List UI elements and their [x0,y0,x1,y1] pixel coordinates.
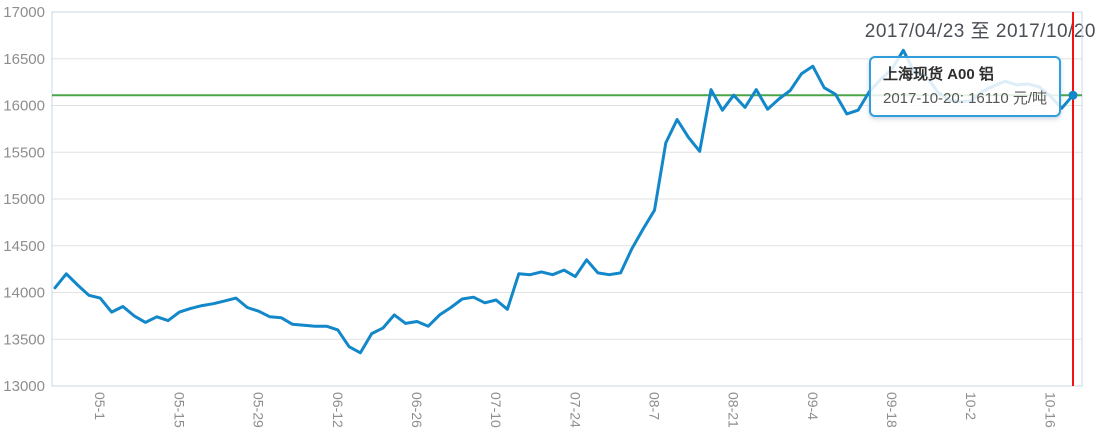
y-axis-tick-label: 16500 [3,51,45,68]
x-axis-tick-label: 10-2 [963,392,979,420]
last-point-dot[interactable] [1068,90,1078,100]
y-axis-tick-label: 17000 [3,4,45,21]
x-axis-tick-label: 05-15 [171,392,187,428]
y-axis-tick-label: 15000 [3,191,45,208]
price-series-line[interactable] [53,48,1075,355]
x-axis-tick-label: 09-18 [884,392,900,428]
x-axis-tick-label: 08-7 [646,392,662,420]
y-axis-tick-label: 13000 [3,378,45,395]
y-axis-tick-label: 14000 [3,285,45,302]
date-range-title: 2017/04/23 至 2017/10/20 [864,21,1096,42]
plot-border [51,11,1083,387]
x-axis-tick-label: 07-10 [488,392,504,428]
x-axis-tick-label: 08-21 [726,392,742,428]
x-axis-tick-label: 09-4 [805,392,821,420]
x-axis-tick-label: 05-1 [92,392,108,420]
x-axis-tick-label: 05-29 [251,392,267,428]
x-axis-tick-label: 06-26 [409,392,425,428]
x-axis-tick-label: 10-16 [1042,392,1058,428]
y-axis-tick-label: 14500 [3,238,45,255]
y-axis-tick-label: 13500 [3,331,45,348]
x-axis-tick-label: 06-12 [330,392,346,428]
y-axis-tick-label: 15500 [3,144,45,161]
x-axis-tick-label: 07-24 [567,392,583,428]
y-axis-tick-label: 16000 [3,98,45,115]
